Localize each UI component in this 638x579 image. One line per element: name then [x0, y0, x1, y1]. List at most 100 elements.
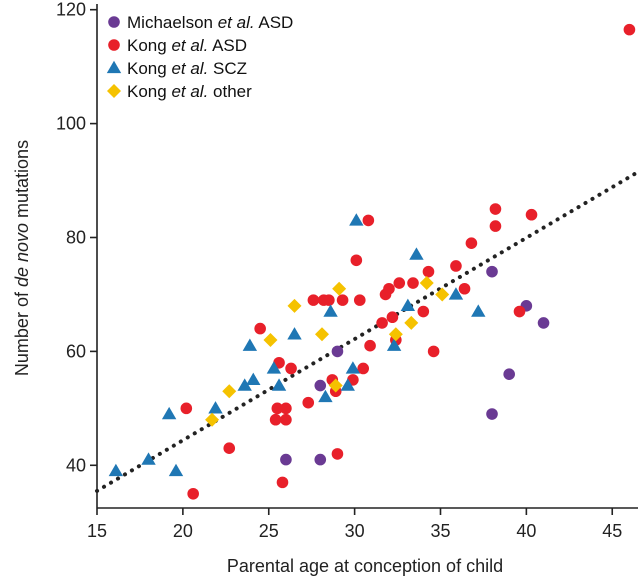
y-axis-title: Number of de novo mutations	[12, 140, 32, 376]
data-point	[353, 294, 366, 306]
series-2	[108, 213, 486, 477]
legend-marker	[108, 39, 120, 51]
legend-label: Kong et al. other	[127, 82, 252, 101]
y-axis-title-post: mutations	[12, 140, 32, 223]
data-point	[357, 362, 370, 375]
data-point	[280, 402, 292, 415]
legend-label-italic: et al.	[218, 13, 255, 32]
trendline	[95, 170, 638, 493]
data-points	[108, 23, 636, 500]
data-point	[489, 220, 502, 232]
data-point	[331, 345, 344, 358]
legend-label-pre: Kong	[127, 59, 171, 78]
data-point	[314, 453, 327, 466]
data-point	[364, 339, 376, 352]
data-point	[427, 345, 440, 358]
data-point	[276, 476, 289, 489]
data-point	[280, 413, 292, 426]
legend-label: Michaelson et al. ASD	[127, 13, 293, 32]
legend-label-italic: et al.	[171, 36, 208, 55]
data-point	[486, 265, 498, 278]
data-point	[404, 315, 419, 330]
data-point	[386, 338, 402, 351]
data-point	[161, 406, 177, 420]
data-point	[287, 327, 302, 340]
x-tick-label: 35	[430, 521, 450, 541]
y-tick-label: 100	[56, 114, 86, 134]
y-axis-title-italic: de novo	[12, 223, 32, 287]
data-point	[323, 304, 338, 317]
data-point	[314, 327, 329, 342]
series-3	[205, 276, 450, 427]
x-tick-label: 45	[602, 521, 622, 541]
data-point	[141, 452, 156, 465]
data-point	[328, 378, 343, 393]
data-point	[314, 379, 327, 392]
legend-label: Kong et al. SCZ	[127, 59, 247, 78]
data-point	[465, 237, 478, 249]
data-point	[376, 317, 388, 329]
data-point	[345, 361, 361, 374]
data-point	[388, 327, 403, 342]
legend-marker	[106, 60, 122, 74]
data-point	[400, 298, 416, 312]
data-point	[263, 333, 278, 347]
data-point	[323, 294, 335, 306]
y-tick-label: 60	[66, 341, 86, 361]
data-point	[349, 213, 364, 226]
data-point	[180, 402, 193, 415]
data-point	[458, 282, 471, 295]
data-point	[407, 277, 419, 289]
x-axis-title: Parental age at conception of child	[227, 556, 503, 576]
y-tick-label: 80	[66, 227, 86, 247]
data-point	[332, 281, 347, 296]
data-point	[285, 362, 297, 375]
data-point	[108, 463, 124, 477]
y-axis-title-pre: Number of	[12, 287, 32, 376]
data-point	[280, 453, 292, 466]
legend-label-post: ASD	[255, 13, 294, 32]
legend-label-pre: Kong	[127, 82, 171, 101]
y-tick-label: 120	[56, 0, 86, 20]
data-point	[486, 408, 498, 420]
data-point	[435, 287, 450, 302]
data-point	[362, 214, 375, 227]
data-point	[419, 276, 434, 291]
x-tick-label: 15	[87, 521, 107, 541]
data-point	[208, 401, 223, 414]
data-point	[383, 282, 395, 295]
data-point	[307, 294, 320, 306]
data-point	[623, 23, 636, 36]
legend-label-pre: Kong	[127, 36, 171, 55]
data-point	[168, 463, 184, 477]
series-1	[180, 23, 636, 500]
x-tick-label: 20	[173, 521, 193, 541]
legend-label-italic: et al.	[171, 59, 208, 78]
data-point	[237, 378, 252, 391]
axis-ticks: 15 20 25 30 35 40 45 40 60 80 100 120	[56, 0, 622, 541]
data-point	[223, 442, 236, 455]
legend-label-post: SCZ	[208, 59, 247, 78]
data-point	[386, 311, 399, 324]
data-point	[266, 361, 282, 374]
data-point	[393, 277, 406, 289]
x-tick-label: 25	[259, 521, 279, 541]
x-tick-label: 40	[516, 521, 536, 541]
legend-marker	[107, 84, 121, 98]
data-point	[205, 412, 220, 427]
data-point	[271, 378, 287, 391]
data-point	[254, 322, 266, 335]
data-point	[336, 294, 349, 306]
data-point	[503, 368, 515, 380]
legend-marker	[108, 16, 120, 28]
data-point	[409, 247, 424, 260]
data-point	[271, 402, 284, 415]
data-point	[525, 208, 538, 221]
legend-label: Kong et al. ASD	[127, 36, 247, 55]
data-point	[513, 305, 526, 318]
data-point	[450, 260, 462, 272]
y-tick-label: 40	[66, 455, 86, 475]
data-point	[331, 448, 344, 460]
